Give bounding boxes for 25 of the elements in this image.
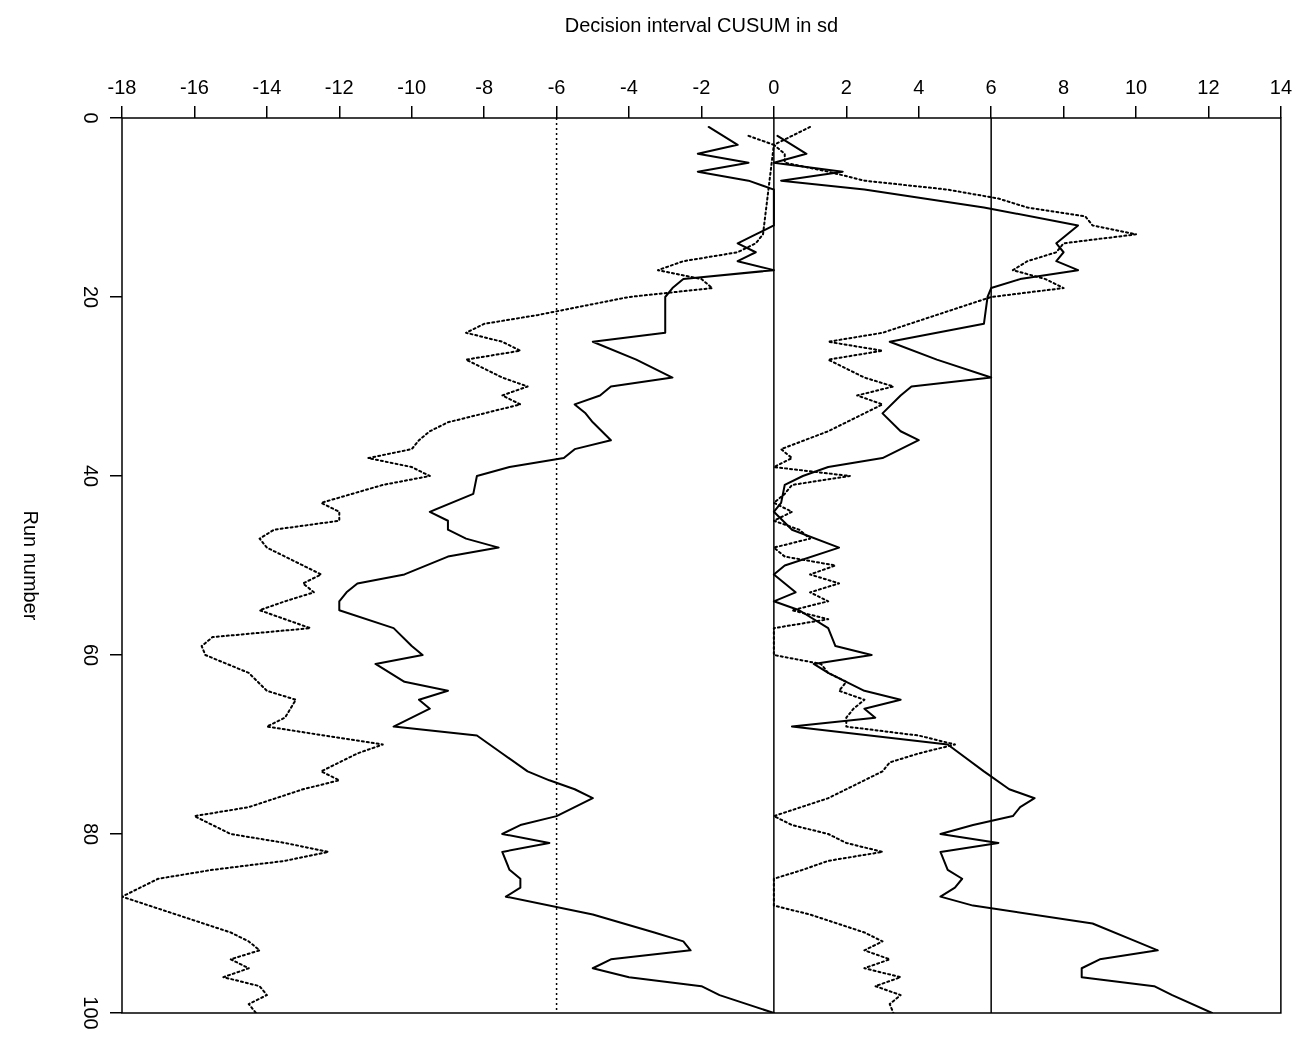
x-tick-label: -10 bbox=[397, 75, 427, 98]
x-tick-label: 14 bbox=[1269, 75, 1292, 98]
y-tick-label: 20 bbox=[80, 285, 103, 309]
x-tick-label: -8 bbox=[475, 75, 494, 98]
x-tick-label: 8 bbox=[1058, 75, 1070, 98]
x-tick-label: 6 bbox=[985, 75, 997, 98]
y-tick-label: 60 bbox=[80, 643, 103, 667]
x-axis-title: Decision interval CUSUM in sd bbox=[564, 13, 839, 36]
x-tick-label: 0 bbox=[768, 75, 780, 98]
x-tick-label: -14 bbox=[252, 75, 282, 98]
y-axis-title: Run number bbox=[20, 510, 43, 621]
x-tick-label: 4 bbox=[913, 75, 925, 98]
y-tick-label: 100 bbox=[80, 996, 103, 1030]
x-tick-label: -12 bbox=[324, 75, 354, 98]
x-tick-label: -6 bbox=[547, 75, 566, 98]
y-tick-label: 0 bbox=[80, 112, 103, 124]
x-tick-label: 12 bbox=[1197, 75, 1220, 98]
y-tick-label: 40 bbox=[80, 464, 103, 488]
x-tick-label: -16 bbox=[179, 75, 209, 98]
x-tick-label: -18 bbox=[107, 75, 137, 98]
x-tick-label: -2 bbox=[692, 75, 711, 98]
y-tick-label: 80 bbox=[80, 822, 103, 846]
x-tick-label: 10 bbox=[1124, 75, 1148, 98]
x-tick-label: 2 bbox=[840, 75, 852, 98]
x-tick-label: -4 bbox=[620, 75, 638, 98]
